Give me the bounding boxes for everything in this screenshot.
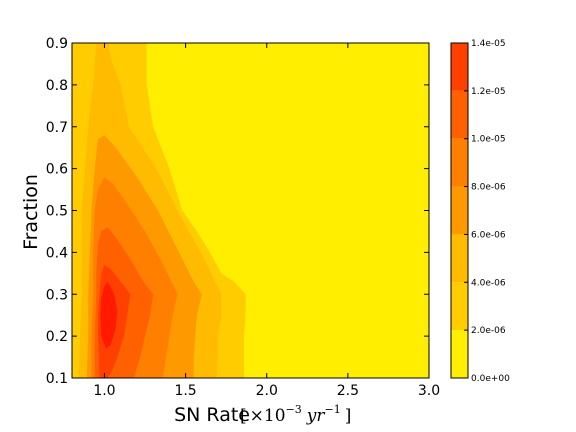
x-unit-times: ×10 (250, 406, 286, 426)
y-tick-label: 0.7 (46, 120, 68, 136)
y-tick-label: 0.8 (46, 78, 68, 94)
colorbar-band (451, 282, 468, 331)
contour-bands (72, 43, 246, 378)
colorbar-tick-label: 2.0e-06 (471, 326, 506, 336)
x-axis-title: SN Rate [×10−3 yr−1] (174, 403, 351, 426)
x-unit-name-exp: −1 (324, 403, 340, 416)
y-tick-label: 0.4 (46, 245, 68, 261)
colorbar-tick-label: 0.0e+00 (471, 374, 510, 384)
colorbar-band (451, 234, 468, 283)
y-tick-label: 0.2 (46, 329, 68, 345)
y-axis-ticks: 0.1 0.2 0.3 0.4 0.5 0.6 0.7 0.8 0.9 (46, 36, 429, 387)
y-axis-label: Fraction (20, 174, 42, 250)
x-tick-label: 1.5 (174, 383, 196, 399)
colorbar: 0.0e+00 2.0e-06 4.0e-06 6.0e-06 8.0e-06 1.0e-… (450, 39, 510, 384)
x-axis-unit: [×10−3 yr−1] (240, 403, 351, 426)
y-tick-label: 0.9 (46, 36, 68, 52)
y-tick-label: 0.1 (46, 371, 68, 387)
y-tick-label: 0.5 (46, 204, 68, 220)
x-tick-label: 3.0 (418, 383, 440, 399)
colorbar-band (451, 138, 468, 187)
contour-band-level-7 (100, 281, 118, 349)
colorbar-band (451, 43, 468, 91)
colorbar-band (451, 330, 468, 378)
plot-area: 1.0 1.5 2.0 2.5 3.0 0.1 0.2 0.3 0.4 0.5 0.6 0.7 0.8… (46, 36, 440, 399)
x-unit-open: [ (240, 406, 247, 426)
colorbar-tick-label: 8.0e-06 (471, 183, 506, 193)
x-tick-label: 1.0 (93, 383, 115, 399)
x-unit-name: yr (306, 406, 326, 426)
colorbar-frame (450, 42, 469, 379)
x-axis-label: SN Rate (174, 404, 250, 426)
y-tick-label: 0.6 (46, 162, 68, 178)
x-unit-exp: −3 (286, 403, 302, 416)
x-tick-label: 2.5 (337, 383, 359, 399)
y-tick-label: 0.3 (46, 287, 68, 303)
colorbar-tick-label: 1.4e-05 (471, 39, 506, 49)
colorbar-band (451, 90, 468, 139)
x-tick-label: 2.0 (256, 383, 278, 399)
x-unit-close: ] (345, 406, 352, 426)
colorbar-tick-label: 4.0e-06 (471, 278, 506, 288)
x-axis-ticks: 1.0 1.5 2.0 2.5 3.0 (93, 43, 440, 399)
colorbar-tick-label: 1.2e-05 (471, 87, 506, 97)
colorbar-ticks: 0.0e+00 2.0e-06 4.0e-06 6.0e-06 8.0e-06 1.0e-… (464, 39, 510, 384)
colorbar-tick-label: 1.0e-05 (471, 135, 506, 145)
colorbar-bands (451, 43, 468, 378)
colorbar-band (451, 186, 468, 235)
colorbar-tick-label: 6.0e-06 (471, 230, 506, 240)
